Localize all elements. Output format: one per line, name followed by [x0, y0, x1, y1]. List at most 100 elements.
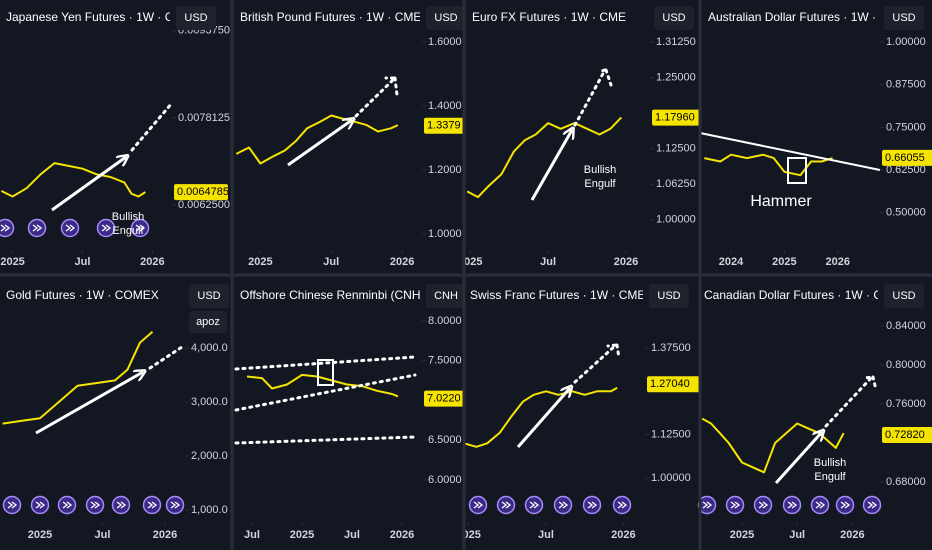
- x-tick-label: 2025: [28, 529, 52, 541]
- price-line: [246, 373, 399, 398]
- plot-area: [0, 162, 146, 198]
- x-tick-label: Jul: [538, 529, 554, 541]
- panel: 1.6000 1.4000 1.2000 1.0000 2025 Jul 2026 1.337…: [235, 6, 464, 268]
- x-tick-label: 2026: [840, 529, 864, 541]
- y-tick-label: 0.80000: [886, 359, 926, 371]
- x-tick-label: Jul: [789, 529, 805, 541]
- panel: 1.00000 0.87500 0.75000 0.62500 0.50000 2024 2…: [704, 6, 932, 268]
- event-icon: [4, 497, 21, 514]
- trend-line: [699, 132, 881, 171]
- plot-area: [704, 153, 833, 177]
- arrow: [516, 388, 570, 448]
- event-icon: [864, 497, 881, 514]
- y-tick-label: 1.6000: [428, 36, 462, 48]
- unit-box: [884, 284, 924, 308]
- event-icon: [59, 497, 76, 514]
- unit-box: [189, 284, 229, 308]
- event-icon: [755, 497, 772, 514]
- annotation: Bullish: [814, 457, 846, 469]
- highlight-box: [317, 359, 334, 386]
- x-tick-label: 2025: [730, 529, 754, 541]
- y-tick-label: 1.0000: [428, 228, 462, 240]
- highlight-box: [787, 157, 807, 184]
- price-tag-label: 0.72820: [885, 429, 925, 441]
- price-line: [464, 386, 618, 448]
- event-icon: [784, 497, 801, 514]
- unit-label: USD: [197, 290, 220, 302]
- y-tick-label: 1.06250: [656, 178, 696, 190]
- x-tick-label: Jul: [244, 529, 260, 541]
- event-icon: [727, 497, 744, 514]
- event-icon: [837, 497, 854, 514]
- unit-box: [426, 284, 464, 308]
- plot-area: [246, 373, 399, 398]
- price-line: [0, 162, 146, 198]
- price-tag: [424, 117, 464, 134]
- drawings: [35, 67, 881, 485]
- x-tick-label: 2025: [248, 256, 272, 268]
- panel: 1.37500 1.12500 1.00000 2025 Jul 2026 1.27040 S…: [464, 284, 700, 541]
- chart-title: Australian Dollar Futures · 1W · CME: [708, 10, 906, 24]
- y-tick-label: 1.00000: [656, 214, 696, 226]
- projection: [824, 374, 876, 428]
- price-tag-label: 1.27040: [650, 378, 690, 390]
- event-icon: [812, 497, 829, 514]
- chart-title: Euro FX Futures · 1W · CME: [472, 10, 626, 24]
- x-tick-label: 2026: [140, 256, 164, 268]
- event-icon: [113, 497, 130, 514]
- event-icon: [614, 497, 631, 514]
- y-tick-label: 1.12500: [651, 429, 691, 441]
- y-tick-label: 4,000.0: [191, 342, 228, 354]
- arrow: [530, 130, 572, 201]
- plot-area: [701, 417, 845, 474]
- projection: [393, 76, 399, 97]
- price-tag: [882, 427, 932, 444]
- unit-label: USD: [184, 12, 207, 24]
- arrow: [35, 372, 143, 435]
- x-tick-label: Jul: [540, 256, 556, 268]
- y-tick-label: 0.62500: [886, 164, 926, 176]
- y-tick-label: 0.84000: [886, 320, 926, 332]
- price-tag: [652, 109, 700, 126]
- panel: 8.0000 7.5000 6.5000 6.0000 Jul 2025 Jul 2026 7.…: [240, 284, 464, 541]
- event-icon: [555, 497, 572, 514]
- channel-line: [234, 355, 417, 371]
- annotation: Bullish: [112, 211, 144, 223]
- panel: 1.31250 1.25000 1.12500 1.06250 1.00000 2025 J…: [458, 6, 700, 268]
- y-tick-label: 0.76000: [886, 398, 926, 410]
- event-icon: [498, 497, 515, 514]
- price-tag-label: 1.17960: [655, 112, 695, 124]
- price-tag: [647, 376, 700, 393]
- unit-box: [649, 284, 689, 308]
- unit-box: [884, 6, 924, 30]
- annotation: Hammer: [750, 193, 812, 210]
- x-tick-label: 2026: [390, 529, 414, 541]
- event-icon: [584, 497, 601, 514]
- event-icon: [62, 220, 79, 237]
- x-tick-label: 2026: [611, 529, 635, 541]
- x-tick-label: 2024: [719, 256, 744, 268]
- y-tick-label: 6.0000: [428, 474, 462, 486]
- price-tag-label: 0.66055: [885, 152, 925, 164]
- price-tag: [424, 390, 464, 407]
- event-icon: [29, 220, 46, 237]
- unit-label: USD: [434, 12, 457, 24]
- event-icon: [526, 497, 543, 514]
- projection: [604, 68, 613, 87]
- y-tick-label: 7.5000: [428, 355, 462, 367]
- price-line: [466, 116, 623, 199]
- chart-title: Swiss Franc Futures · 1W · CME: [470, 288, 645, 302]
- y-tick-label: 0.0093750: [178, 25, 230, 37]
- event-icon: [470, 497, 487, 514]
- chart-title: Gold Futures · 1W · COMEX: [6, 288, 159, 302]
- y-tick-label: 1.37500: [651, 342, 691, 354]
- annotation: Engulf: [584, 178, 616, 190]
- channel-line: [234, 435, 417, 445]
- y-tick-label: 3,000.0: [191, 396, 228, 408]
- unit-box: [176, 6, 216, 30]
- price-tag-label: 1.3379: [427, 120, 461, 132]
- x-tick-label: 2025: [772, 256, 796, 268]
- x-tick-label: 2025: [458, 256, 482, 268]
